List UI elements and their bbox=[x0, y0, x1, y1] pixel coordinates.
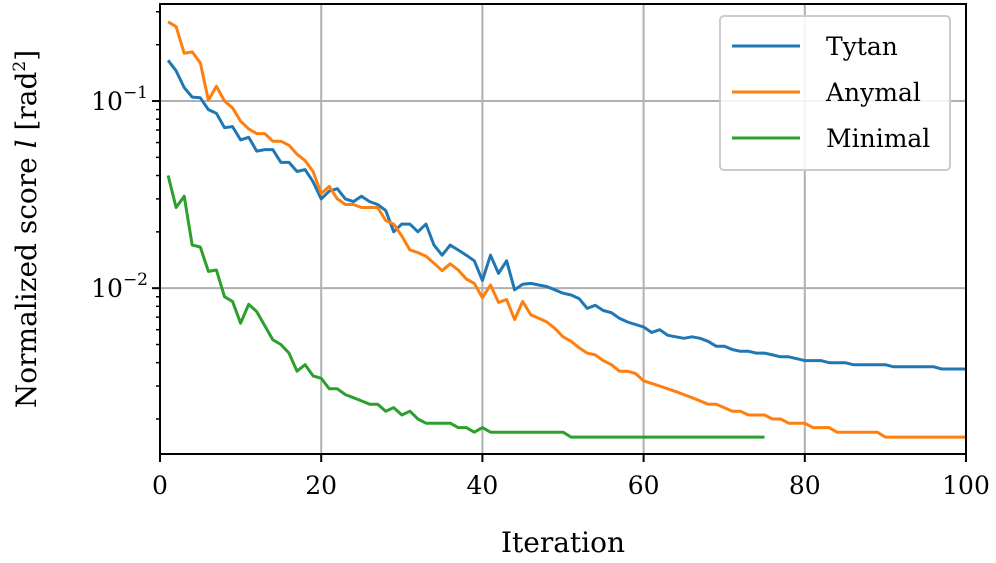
y-axis-label-unit: [rad bbox=[10, 72, 43, 140]
x-axis-label: Iteration bbox=[501, 526, 625, 559]
y-axis-ticks: 10−1 10−2 bbox=[91, 10, 160, 420]
y-axis-label-unit-close: ] bbox=[10, 50, 43, 61]
x-tick-label: 80 bbox=[789, 471, 821, 500]
series-line-minimal bbox=[166, 175, 765, 439]
x-tick-label: 60 bbox=[628, 471, 660, 500]
y-axis-label-unit-sup: 2 bbox=[10, 61, 30, 72]
series-lines bbox=[166, 20, 966, 439]
legend-label-tytan: Tytan bbox=[826, 32, 898, 61]
series-line-tytan bbox=[166, 59, 966, 371]
x-axis-ticks: 0 20 40 60 80 100 bbox=[152, 454, 990, 500]
x-tick-label: 40 bbox=[466, 471, 498, 500]
series-line-anymal bbox=[167, 20, 966, 439]
legend-label-minimal: Minimal bbox=[826, 124, 930, 153]
legend: Tytan Anymal Minimal bbox=[719, 15, 951, 171]
y-tick-label: 10−2 bbox=[91, 270, 148, 303]
y-axis-label-var: l bbox=[10, 139, 43, 148]
legend-label-anymal: Anymal bbox=[825, 78, 921, 107]
legend-box bbox=[719, 15, 951, 171]
x-tick-label: 100 bbox=[942, 471, 990, 500]
x-tick-label: 0 bbox=[152, 471, 168, 500]
x-tick-label: 20 bbox=[305, 471, 337, 500]
y-axis-label: Normalized score l [rad2] bbox=[10, 50, 43, 408]
y-tick-label: 10−1 bbox=[91, 83, 148, 116]
y-axis-label-main: Normalized score bbox=[10, 148, 43, 408]
plot-frame bbox=[159, 3, 967, 455]
